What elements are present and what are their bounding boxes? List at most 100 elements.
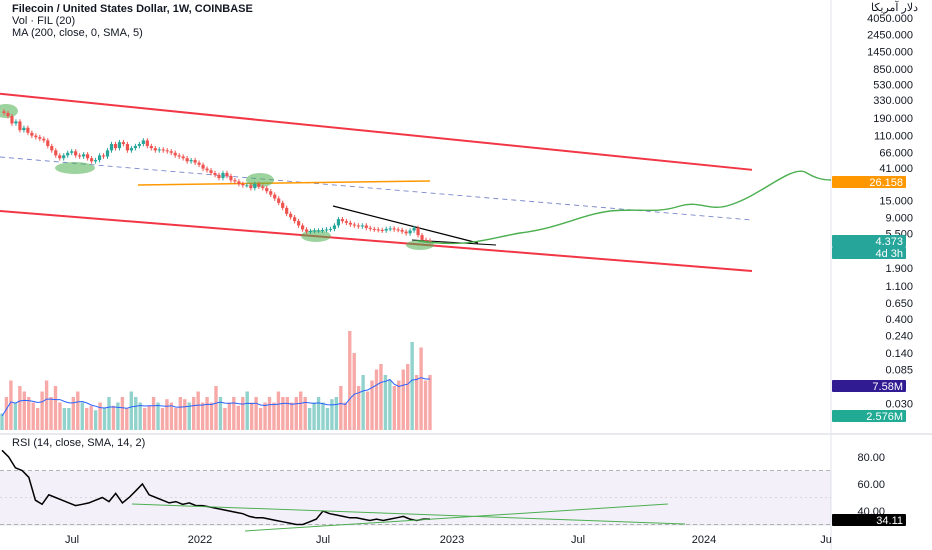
- candle-body: [372, 228, 376, 230]
- candle-body: [356, 225, 360, 227]
- price-tick-label: 0.085: [885, 364, 913, 376]
- candle-body: [161, 149, 165, 151]
- candle-body: [185, 158, 189, 162]
- candle-body: [121, 142, 126, 145]
- volume-bar: [214, 386, 218, 430]
- volume-bar: [348, 331, 352, 430]
- volume-bar: [330, 399, 334, 430]
- candle-body: [364, 225, 368, 228]
- volume-bar: [9, 380, 13, 430]
- candle-body: [145, 140, 149, 147]
- candle-body: [340, 219, 345, 222]
- rsi-tick-label: 60.00: [857, 479, 885, 491]
- volume-bar: [356, 386, 361, 430]
- volume-bar: [241, 397, 245, 430]
- candle-body: [157, 149, 161, 151]
- volume-bar: [414, 375, 419, 430]
- volume-legend[interactable]: Vol · FIL (20): [12, 15, 76, 27]
- volume-bar: [156, 402, 160, 430]
- candle-body: [129, 148, 134, 151]
- candle-body: [213, 172, 217, 175]
- volume-bar: [397, 380, 401, 430]
- time-axis-label: 2023: [440, 534, 464, 546]
- time-axis-label: Ju: [820, 534, 832, 546]
- candle-body: [14, 121, 18, 124]
- candle-body: [153, 148, 157, 151]
- volume-bar: [98, 402, 102, 430]
- candle-body: [97, 155, 102, 161]
- candle-body: [117, 142, 122, 149]
- candle-body: [297, 221, 301, 226]
- volume-bar: [406, 364, 410, 430]
- volume-bar: [169, 402, 174, 430]
- candle-body: [149, 146, 153, 149]
- volume-bar: [370, 380, 374, 430]
- volume-bar: [276, 391, 281, 430]
- volume-bar: [165, 399, 169, 430]
- volume-bar: [93, 410, 98, 430]
- volume-bar: [89, 405, 93, 430]
- candle-body: [113, 144, 118, 149]
- time-axis-label: Jul: [316, 534, 330, 546]
- volume-bar: [125, 408, 129, 430]
- volume-bar: [343, 402, 347, 430]
- currency-label[interactable]: دلار آمریکا: [870, 2, 918, 14]
- volume-bar: [183, 399, 187, 430]
- volume-bar: [388, 380, 392, 430]
- volume-bar: [325, 408, 330, 430]
- volume-bar: [254, 397, 258, 430]
- price-tick-label: 110.000: [874, 131, 913, 143]
- candle-body: [424, 239, 428, 241]
- price-tick-label: 41.000: [879, 163, 913, 175]
- candle-body: [86, 154, 90, 159]
- volume-bar: [40, 391, 44, 430]
- rsi-legend[interactable]: RSI (14, close, SMA, 14, 2): [12, 437, 146, 449]
- volume-bar: [299, 391, 303, 430]
- projection-curve: [417, 170, 832, 245]
- candle-body: [376, 229, 380, 231]
- volume-ma-tag-bg: [832, 380, 906, 392]
- time-axis-label: Jul: [571, 534, 585, 546]
- price-tick-label: 850.000: [873, 64, 913, 76]
- volume-bar: [267, 397, 272, 430]
- volume-bar: [392, 386, 397, 430]
- candle-body: [304, 229, 309, 232]
- candle-body: [133, 146, 137, 149]
- candle-body: [344, 221, 348, 223]
- volume-bar: [27, 397, 31, 430]
- candle-body: [261, 186, 265, 189]
- channel-lower-line: [0, 210, 753, 272]
- volume-bar: [307, 408, 312, 430]
- candle-body: [404, 231, 408, 234]
- price-tick-label: 330.000: [873, 95, 913, 107]
- candle-body: [312, 230, 317, 232]
- volume-bar: [419, 347, 423, 430]
- ma-legend[interactable]: MA (200, close, 0, SMA, 5): [12, 27, 143, 39]
- last-price-tag-bg: [832, 235, 906, 247]
- candle-body: [328, 228, 333, 230]
- candle-body: [396, 229, 400, 231]
- price-tick-label: 2450.000: [867, 29, 913, 41]
- volume-bar: [285, 397, 290, 430]
- volume-bar: [196, 391, 200, 430]
- volume-bar: [18, 386, 22, 430]
- candle-body: [269, 191, 273, 195]
- candle-body: [109, 144, 114, 151]
- candle-body: [241, 183, 245, 186]
- highlight-ellipse: [301, 230, 331, 242]
- candle-body: [320, 229, 325, 231]
- candle-body: [352, 224, 356, 226]
- volume-bar: [35, 408, 40, 430]
- orange-level-tag: 26.158: [869, 177, 903, 189]
- candle-body: [308, 231, 313, 233]
- price-tick-label: 0.650: [885, 298, 913, 310]
- price-tick-label: 0.030: [885, 398, 913, 410]
- price-tick-label: 4050.000: [867, 13, 913, 25]
- candle-body: [165, 150, 169, 152]
- symbol-title: Filecoin / United States Dollar, 1W, COI…: [12, 3, 253, 15]
- volume-bar: [316, 397, 321, 430]
- volume-bar: [294, 397, 298, 430]
- price-tick-label: 15.000: [879, 196, 913, 208]
- candle-body: [125, 144, 130, 151]
